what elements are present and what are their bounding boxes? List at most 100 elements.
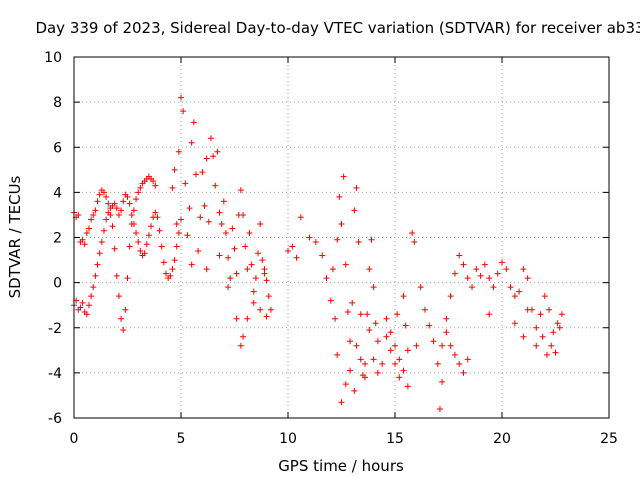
data-point	[507, 284, 514, 291]
data-point	[421, 306, 428, 313]
data-point	[178, 216, 184, 223]
data-point	[237, 342, 244, 349]
tick-label-layer: 0 5 10 15 20 25 -6 -4 -2 0 2 4 6 8 10	[44, 50, 618, 447]
data-point	[511, 320, 518, 327]
data-point	[94, 198, 101, 205]
series-mid-low-scatter	[334, 327, 411, 406]
data-point	[90, 211, 97, 218]
data-point	[255, 250, 262, 257]
data-point	[357, 311, 364, 318]
data-point	[396, 356, 403, 363]
data-point	[98, 239, 105, 246]
data-point	[124, 193, 131, 200]
data-point	[126, 243, 133, 250]
data-point	[192, 171, 199, 178]
data-point	[105, 200, 112, 207]
data-point	[353, 342, 360, 349]
data-point	[392, 360, 398, 367]
data-point	[167, 272, 174, 279]
data-point	[263, 313, 270, 320]
data-point	[81, 241, 88, 248]
data-point	[546, 306, 553, 313]
y-tick-label: -4	[48, 366, 62, 382]
data-point	[411, 239, 418, 246]
data-point	[351, 207, 358, 214]
y-tick-label: -6	[48, 411, 62, 427]
data-point	[145, 232, 152, 239]
data-point	[473, 266, 480, 273]
data-point	[400, 367, 407, 374]
data-point	[293, 254, 300, 261]
data-point	[379, 360, 386, 367]
data-point	[372, 320, 379, 327]
data-point	[494, 270, 501, 277]
data-point	[267, 306, 274, 313]
data-point	[152, 209, 159, 216]
data-point	[460, 261, 467, 268]
data-point	[340, 173, 347, 180]
x-tick-label: 15	[386, 431, 404, 447]
data-point	[242, 243, 249, 250]
data-point	[451, 351, 458, 358]
data-point	[342, 381, 349, 388]
data-point	[426, 322, 433, 329]
data-point	[338, 220, 345, 227]
data-point	[362, 374, 369, 381]
data-point	[439, 378, 446, 385]
data-point	[503, 266, 510, 273]
y-tick-label: 8	[53, 95, 62, 111]
data-point	[92, 207, 99, 214]
grid-layer	[74, 57, 609, 418]
data-point	[353, 184, 360, 191]
data-point	[150, 178, 157, 185]
data-point	[83, 229, 90, 236]
data-point	[297, 214, 304, 221]
data-point	[113, 272, 120, 279]
data-point	[417, 284, 424, 291]
data-point	[520, 333, 527, 340]
data-point	[383, 315, 390, 322]
data-point	[160, 259, 167, 266]
data-point	[329, 266, 336, 273]
data-point	[434, 360, 441, 367]
data-point	[169, 266, 176, 273]
data-point	[88, 216, 95, 223]
series-lower-arc	[71, 191, 184, 318]
data-point	[100, 227, 107, 234]
data-point	[250, 288, 257, 295]
data-point	[133, 229, 140, 236]
data-point	[511, 293, 518, 300]
data-point	[327, 297, 334, 304]
series-dip-segment	[383, 229, 471, 412]
data-point	[537, 311, 544, 318]
data-point	[169, 184, 176, 191]
data-point	[387, 329, 394, 336]
data-point	[220, 198, 227, 205]
data-point	[481, 261, 488, 268]
data-point	[178, 94, 184, 101]
data-point	[233, 270, 240, 277]
data-point	[171, 166, 178, 173]
data-point	[400, 293, 407, 300]
data-point	[436, 405, 443, 412]
data-point	[111, 200, 118, 207]
data-point	[218, 220, 225, 227]
data-point	[539, 333, 546, 340]
data-point	[173, 243, 180, 250]
data-point	[443, 315, 450, 322]
y-tick-label: 0	[53, 276, 62, 292]
data-point	[214, 148, 221, 155]
data-point	[244, 266, 251, 273]
data-point	[250, 299, 257, 306]
data-point	[413, 342, 420, 349]
data-point	[541, 293, 548, 300]
data-point	[362, 360, 369, 367]
y-tick-label: 2	[53, 231, 62, 247]
data-point	[396, 374, 403, 381]
series-late-low-scatter	[486, 306, 563, 358]
data-point	[210, 153, 217, 160]
data-point	[120, 327, 127, 334]
data-point	[464, 356, 471, 363]
data-point	[351, 387, 358, 394]
y-axis-title: SDTVAR / TECUs	[6, 175, 24, 298]
